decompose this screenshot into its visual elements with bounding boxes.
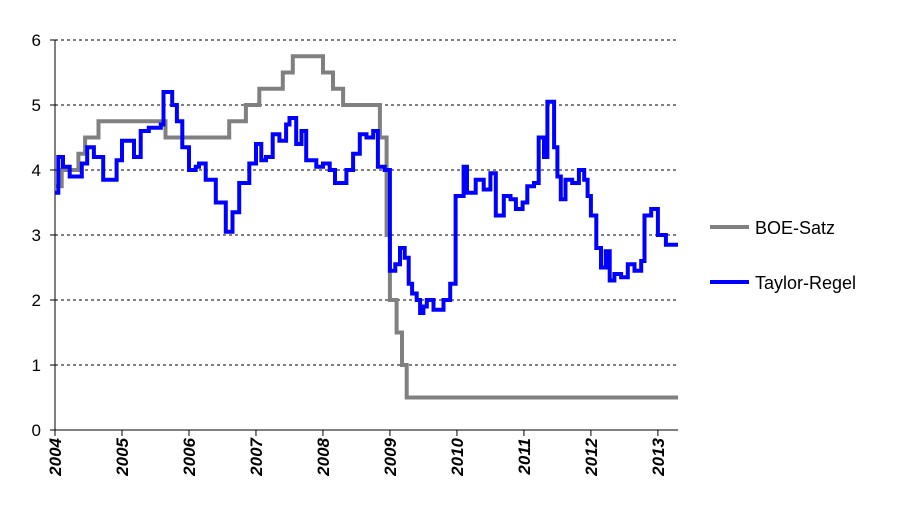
y-tick-label: 6 — [32, 31, 41, 50]
x-tick-label: 2005 — [113, 437, 132, 476]
series-lines — [55, 54, 678, 400]
legend-label: Taylor-Regel — [755, 273, 856, 293]
y-tick-label: 5 — [32, 96, 41, 115]
y-tick-label: 1 — [32, 356, 41, 375]
x-tick-label: 2007 — [247, 436, 266, 476]
legend: BOE-Satz Taylor-Regel — [710, 218, 856, 293]
x-tick-label: 2009 — [381, 437, 400, 476]
x-tick-label: 2006 — [180, 437, 199, 476]
x-tick-label: 2013 — [649, 437, 668, 476]
y-tick-label: 2 — [32, 291, 41, 310]
gridlines — [55, 39, 678, 366]
tick-labels: 0 1 2 3 4 5 6 2004 2005 2006 2007 2008 2009 2010 2011 2… — [32, 31, 668, 477]
x-tick-label: 2012 — [582, 437, 601, 476]
series-line-boe-satz — [55, 54, 678, 400]
y-tick-label: 4 — [32, 161, 41, 180]
x-tick-label: 2011 — [515, 438, 534, 476]
y-tick-label: 0 — [32, 421, 41, 440]
x-tick-label: 2008 — [314, 437, 333, 476]
x-tick-label: 2010 — [448, 437, 467, 476]
series-line-taylor-regel — [55, 90, 678, 315]
x-tick-label: 2004 — [46, 437, 65, 476]
axes — [50, 39, 678, 436]
legend-label: BOE-Satz — [755, 218, 835, 238]
y-tick-label: 3 — [32, 226, 41, 245]
